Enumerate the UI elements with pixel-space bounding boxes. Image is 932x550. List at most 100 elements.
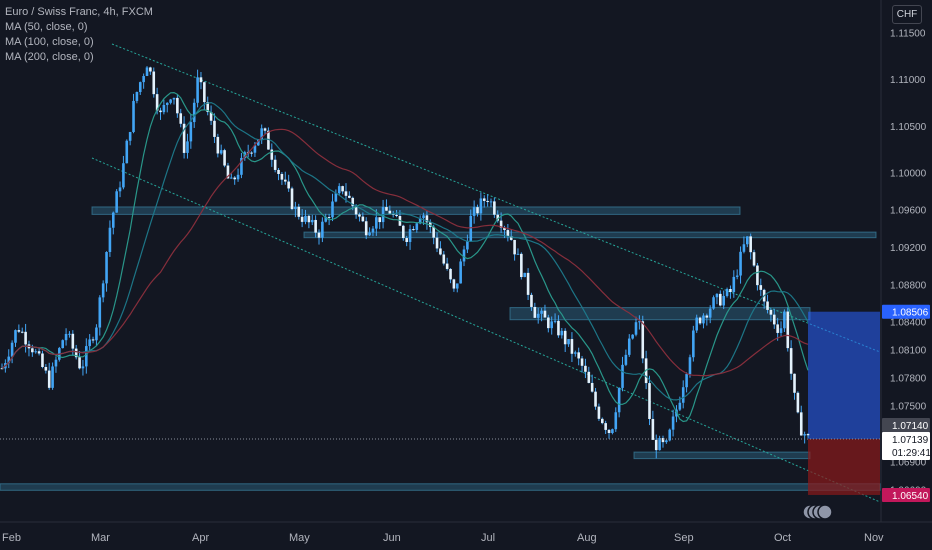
ma50-line[interactable] <box>1 91 809 423</box>
candle-body[interactable] <box>523 272 527 278</box>
candle-body[interactable] <box>334 193 338 202</box>
candle-body[interactable] <box>10 342 14 357</box>
plot-area[interactable] <box>0 0 880 522</box>
candle-body[interactable] <box>756 265 759 286</box>
candle-body[interactable] <box>192 102 196 123</box>
candle-body[interactable] <box>678 402 682 410</box>
candle-body[interactable] <box>681 387 685 403</box>
candle-body[interactable] <box>702 315 705 324</box>
symbol-title[interactable]: Euro / Swiss Franc, 4h, FXCM <box>5 6 153 18</box>
stop-price-badge-bg[interactable] <box>882 487 930 502</box>
candle-body[interactable] <box>705 315 709 318</box>
candle-body[interactable] <box>550 321 553 329</box>
candle-body[interactable] <box>51 366 54 388</box>
candle-body[interactable] <box>132 100 135 133</box>
candle-body[interactable] <box>54 359 58 367</box>
sr-zone[interactable] <box>0 483 881 491</box>
candle-body[interactable] <box>455 283 459 289</box>
candle-body[interactable] <box>547 317 550 329</box>
candle-body[interactable] <box>128 132 132 141</box>
candle-body[interactable] <box>226 165 230 179</box>
candle-body[interactable] <box>253 145 257 153</box>
candle-body[interactable] <box>176 97 179 114</box>
candle-body[interactable] <box>688 357 692 375</box>
candle-body[interactable] <box>68 333 71 335</box>
candle-body[interactable] <box>98 297 102 328</box>
candle-body[interactable] <box>631 334 634 339</box>
candle-body[interactable] <box>520 253 523 278</box>
candle-body[interactable] <box>442 254 446 264</box>
candle-body[interactable] <box>337 186 341 194</box>
candle-body[interactable] <box>665 440 668 443</box>
candle-body[interactable] <box>698 317 702 324</box>
candle-body[interactable] <box>479 198 483 214</box>
candle-body[interactable] <box>273 159 277 170</box>
ma200-legend[interactable]: MA (200, close, 0) <box>5 51 94 63</box>
candle-body[interactable] <box>155 94 159 111</box>
channel-lower-line[interactable] <box>91 157 881 503</box>
candle-body[interactable] <box>607 429 611 433</box>
candle-body[interactable] <box>516 253 520 255</box>
candle-body[interactable] <box>371 228 375 233</box>
candle-body[interactable] <box>418 218 422 224</box>
candle-body[interactable] <box>348 195 351 198</box>
candle-body[interactable] <box>600 418 604 424</box>
candle-body[interactable] <box>779 328 783 333</box>
candle-body[interactable] <box>489 201 493 203</box>
candle-body[interactable] <box>354 206 358 215</box>
candle-body[interactable] <box>658 438 661 451</box>
candle-body[interactable] <box>14 330 17 343</box>
candle-body[interactable] <box>574 352 577 354</box>
candle-body[interactable] <box>267 130 270 150</box>
candle-body[interactable] <box>85 346 88 367</box>
candle-body[interactable] <box>772 314 776 325</box>
candle-body[interactable] <box>219 150 223 154</box>
candle-body[interactable] <box>122 163 125 188</box>
candle-body[interactable] <box>20 331 24 333</box>
candle-body[interactable] <box>230 177 233 179</box>
candle-body[interactable] <box>196 77 199 103</box>
candle-body[interactable] <box>799 412 803 436</box>
candle-body[interactable] <box>796 392 800 413</box>
candle-body[interactable] <box>627 338 631 355</box>
candle-body[interactable] <box>695 317 699 331</box>
ma50-legend[interactable]: MA (50, close, 0) <box>5 21 88 33</box>
candle-body[interactable] <box>624 354 628 365</box>
candle-body[interactable] <box>263 128 267 131</box>
candle-body[interactable] <box>783 311 786 329</box>
candle-body[interactable] <box>300 216 304 222</box>
candle-body[interactable] <box>358 214 361 217</box>
sr-zone[interactable] <box>303 231 877 239</box>
candle-body[interactable] <box>118 187 122 192</box>
candle-body[interactable] <box>776 324 779 333</box>
candle-body[interactable] <box>375 217 378 229</box>
candle-body[interactable] <box>422 215 425 219</box>
candle-body[interactable] <box>530 294 533 307</box>
candle-body[interactable] <box>34 351 38 353</box>
candle-body[interactable] <box>540 310 543 314</box>
candle-body[interactable] <box>321 221 324 238</box>
candle-body[interactable] <box>47 370 51 388</box>
candle-body[interactable] <box>304 215 307 222</box>
candle-body[interactable] <box>203 82 206 103</box>
ma100-legend[interactable]: MA (100, close, 0) <box>5 36 94 48</box>
candle-body[interactable] <box>648 383 651 419</box>
candle-body[interactable] <box>149 67 152 72</box>
candle-body[interactable] <box>270 149 274 160</box>
candle-body[interactable] <box>91 339 95 341</box>
candle-body[interactable] <box>749 236 752 253</box>
candle-body[interactable] <box>439 248 442 255</box>
candle-body[interactable] <box>661 438 665 443</box>
candle-body[interactable] <box>493 201 496 215</box>
candle-body[interactable] <box>216 136 220 154</box>
candle-body[interactable] <box>165 102 169 105</box>
candle-body[interactable] <box>594 391 597 407</box>
channel-upper-line[interactable] <box>111 43 881 353</box>
candle-body[interactable] <box>179 113 183 124</box>
candle-body[interactable] <box>560 330 564 336</box>
candle-body[interactable] <box>722 295 725 306</box>
candle-body[interactable] <box>580 358 584 366</box>
candle-body[interactable] <box>37 351 41 354</box>
candle-body[interactable] <box>287 181 290 189</box>
